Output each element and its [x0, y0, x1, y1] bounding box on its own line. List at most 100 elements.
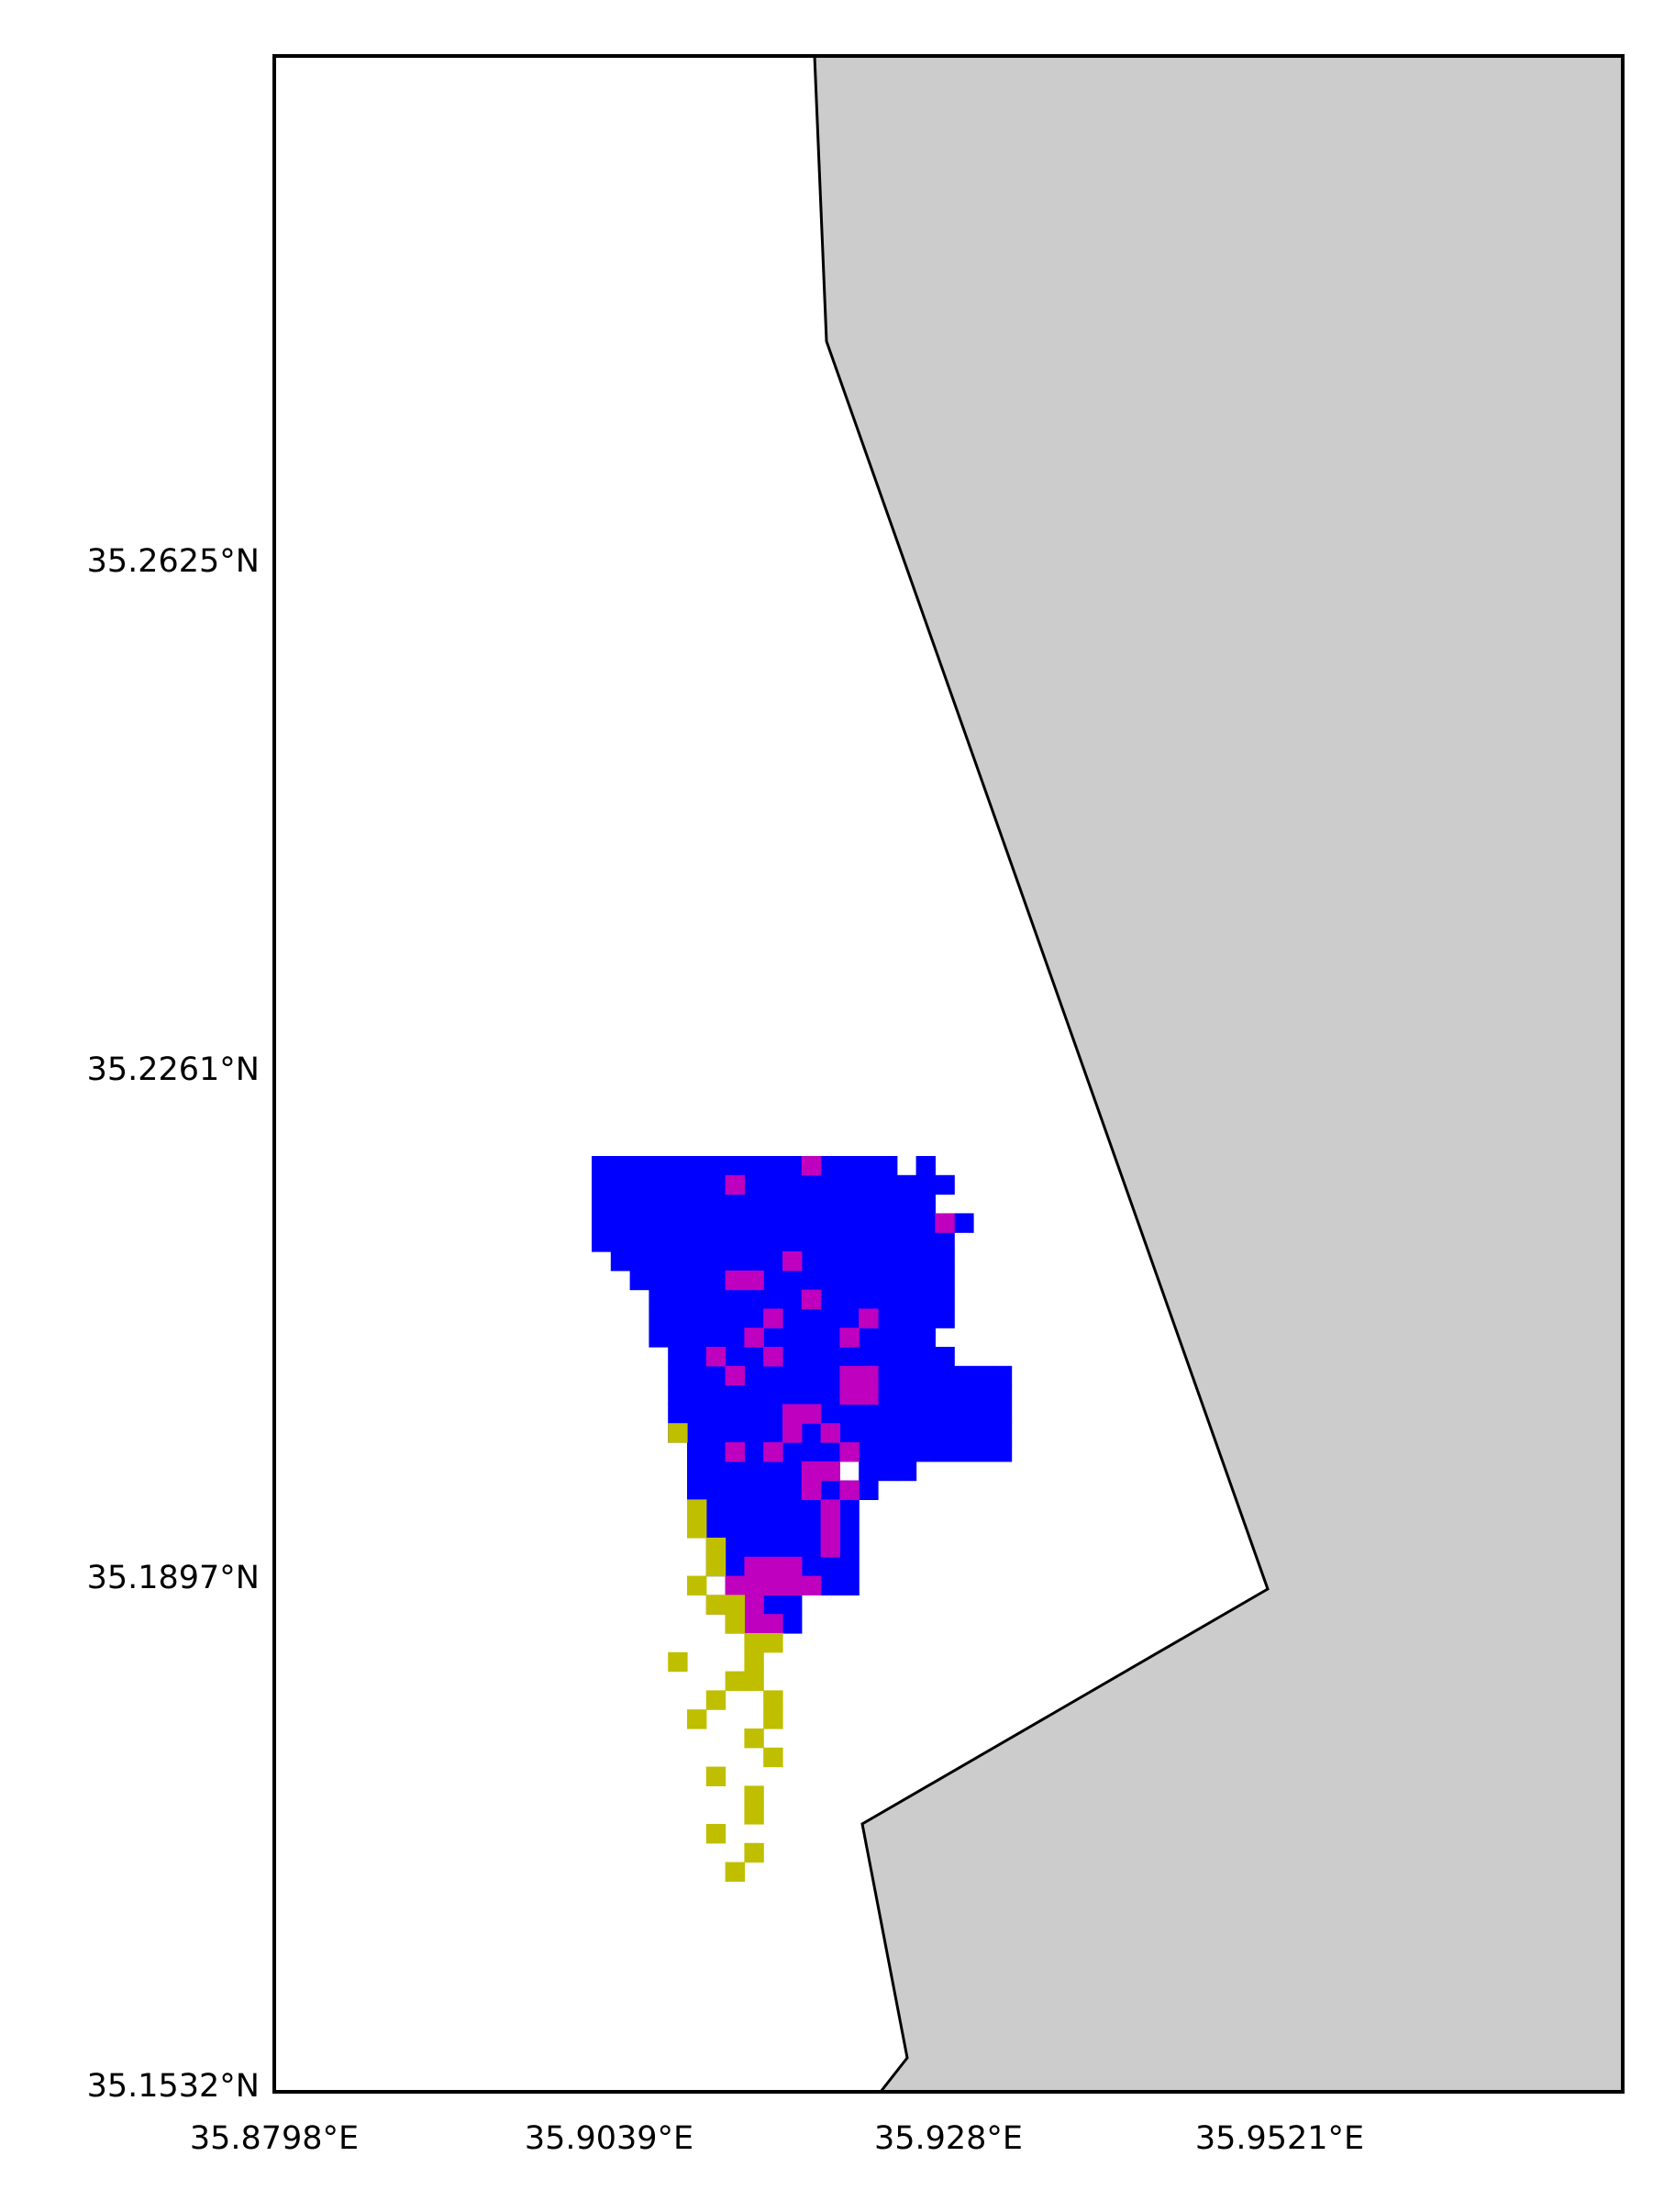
cell-blue [935, 1308, 955, 1328]
cell-blue [705, 1423, 727, 1443]
cell-blue [896, 1442, 917, 1462]
cell-olive [687, 1518, 707, 1539]
cell-blue [935, 1289, 955, 1309]
cell-blue [705, 1174, 727, 1195]
cell-blue [859, 1404, 879, 1424]
cell-blue [763, 1538, 783, 1558]
cell-blue [592, 1194, 612, 1214]
cell-blue [782, 1289, 803, 1309]
cell-magenta [744, 1556, 764, 1577]
cell-blue [763, 1595, 783, 1615]
cell-blue [725, 1499, 745, 1519]
cell-magenta [763, 1556, 783, 1577]
cell-blue [668, 1289, 688, 1309]
cell-blue [782, 1328, 803, 1348]
cell-blue [954, 1365, 974, 1386]
cell-blue [649, 1328, 669, 1348]
cell-blue [801, 1384, 822, 1405]
cell-blue [763, 1251, 783, 1272]
cell-magenta [763, 1614, 783, 1634]
cell-blue [610, 1232, 631, 1252]
cell-blue [859, 1423, 879, 1443]
cell-blue [592, 1213, 612, 1233]
cell-blue [896, 1194, 917, 1214]
cell-blue [668, 1328, 688, 1348]
cell-olive [705, 1538, 727, 1558]
cell-magenta [782, 1423, 803, 1443]
cell-blue [610, 1174, 631, 1195]
cell-blue [744, 1442, 764, 1462]
cell-blue [915, 1174, 936, 1195]
lat-label-4: 35.1532°N [87, 2068, 260, 2105]
cell-blue [705, 1328, 727, 1348]
cell-blue [839, 1308, 860, 1328]
cell-blue [992, 1404, 1013, 1424]
cell-blue [763, 1423, 783, 1443]
cell-blue [782, 1538, 803, 1558]
cell-blue [744, 1232, 764, 1252]
cell-blue [649, 1308, 669, 1328]
cell-blue [744, 1308, 764, 1328]
cell-blue [687, 1174, 707, 1195]
cell-olive [705, 1595, 727, 1615]
cell-blue [915, 1156, 936, 1176]
cell-blue [725, 1423, 745, 1443]
cell-blue [915, 1404, 936, 1424]
cell-blue [649, 1251, 669, 1272]
cell-blue [820, 1442, 840, 1462]
cell-blue [973, 1365, 993, 1386]
raster-cells-blue [592, 1156, 1013, 1634]
cell-magenta [820, 1423, 840, 1443]
cell-blue [915, 1365, 936, 1386]
cell-blue [763, 1213, 783, 1233]
cell-magenta [859, 1384, 879, 1405]
cell-blue [610, 1213, 631, 1233]
cell-blue [649, 1156, 669, 1176]
cell-blue [668, 1404, 688, 1424]
cell-blue [973, 1404, 993, 1424]
cell-blue [801, 1194, 822, 1214]
cell-blue [687, 1156, 707, 1176]
cell-blue [935, 1365, 955, 1386]
cell-magenta [705, 1347, 727, 1367]
lat-label-3: 35.1897°N [87, 1560, 260, 1596]
cell-blue [629, 1156, 649, 1176]
cell-blue [859, 1480, 879, 1500]
cell-blue [801, 1423, 822, 1443]
cell-blue [629, 1174, 649, 1195]
cell-blue [763, 1232, 783, 1252]
cell-blue [878, 1213, 898, 1233]
cell-blue [649, 1174, 669, 1195]
cell-magenta [839, 1384, 860, 1405]
cell-magenta [801, 1404, 822, 1424]
cell-olive [725, 1614, 745, 1634]
cell-blue [725, 1384, 745, 1405]
cell-blue [705, 1365, 727, 1386]
cell-blue [592, 1174, 612, 1195]
cell-magenta [763, 1442, 783, 1462]
cell-magenta [782, 1404, 803, 1424]
cell-blue [839, 1404, 860, 1424]
cell-blue [878, 1461, 898, 1482]
cell-magenta [744, 1595, 764, 1615]
cell-blue [992, 1365, 1013, 1386]
cell-magenta [820, 1499, 840, 1519]
cell-blue [782, 1270, 803, 1291]
cell-blue [992, 1384, 1013, 1405]
cell-blue [859, 1232, 879, 1252]
cell-blue [687, 1213, 707, 1233]
cell-blue [820, 1213, 840, 1233]
lon-label-1: 35.8798°E [190, 2120, 359, 2157]
cell-blue [687, 1384, 707, 1405]
cell-blue [763, 1194, 783, 1214]
cell-magenta [725, 1442, 745, 1462]
cell-blue [801, 1328, 822, 1348]
cell-blue [820, 1289, 840, 1309]
cell-magenta [725, 1365, 745, 1386]
cell-olive [725, 1671, 745, 1691]
cell-blue [820, 1328, 840, 1348]
cell-magenta [763, 1575, 783, 1595]
cell-blue [859, 1174, 879, 1195]
cell-blue [859, 1156, 879, 1176]
cell-blue [839, 1213, 860, 1233]
